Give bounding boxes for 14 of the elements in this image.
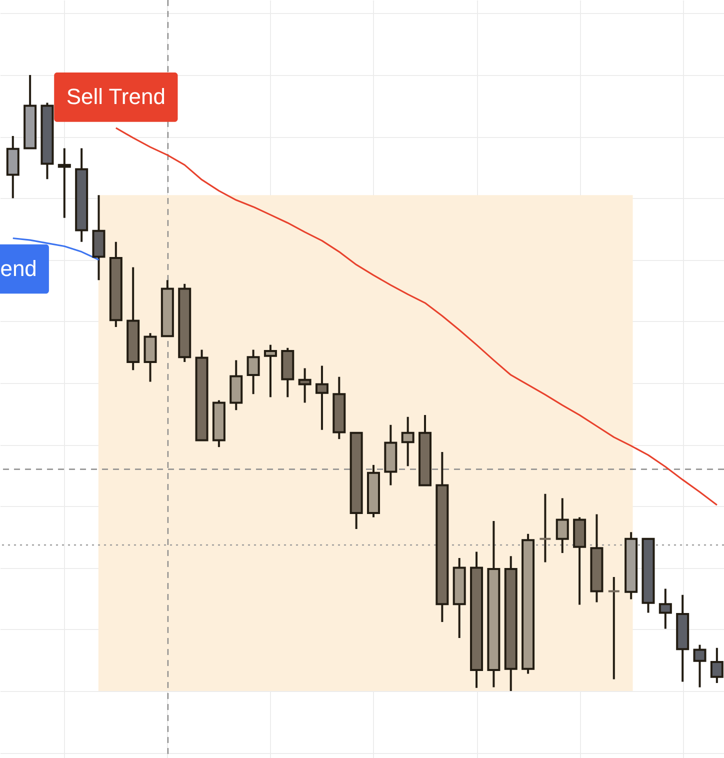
candlestick: [246, 348, 260, 396]
candlestick: [556, 497, 569, 554]
series-label: end: [0, 256, 37, 282]
candlestick: [710, 646, 724, 684]
candlestick: [58, 147, 71, 219]
candlestick: [658, 588, 672, 630]
candlestick: [538, 492, 552, 564]
series-label: Sell Trend: [66, 84, 166, 110]
candlestick: [607, 576, 620, 680]
candlestick: [693, 644, 706, 688]
candlestick: [298, 367, 312, 404]
candlestick: [401, 416, 414, 468]
candlestick: [264, 344, 277, 398]
candlestick: [315, 364, 328, 431]
